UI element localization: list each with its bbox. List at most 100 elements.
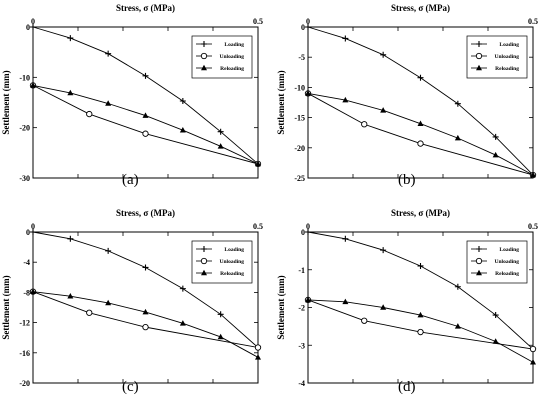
reloading-point xyxy=(492,151,499,158)
loading-point xyxy=(305,24,311,30)
unloading-point xyxy=(417,328,424,336)
loading-point xyxy=(179,97,186,104)
y-tick-label: -20 xyxy=(19,379,30,388)
legend-label-loading: Loading xyxy=(224,42,244,48)
panel-caption-a: (a) xyxy=(122,172,139,188)
legend-label-reloading: Reloading xyxy=(495,271,519,277)
reloading-point xyxy=(255,354,261,360)
series-reloading xyxy=(305,296,536,365)
loading-point xyxy=(67,235,74,242)
series-loading xyxy=(30,24,261,167)
series-line-unloading xyxy=(32,291,259,348)
legend-marker-loading xyxy=(476,41,482,47)
y-axis-title: Settlement (mm) xyxy=(1,70,11,134)
x-tick-label: 0 xyxy=(31,17,35,26)
reloading-point xyxy=(255,160,261,167)
reloading-point xyxy=(417,311,424,318)
y-tick-label: 0 xyxy=(301,228,305,237)
reloading-point xyxy=(142,308,149,315)
reloading-point xyxy=(454,134,461,141)
series-line-unloading xyxy=(307,299,534,350)
legend-label-reloading: Reloading xyxy=(220,66,244,72)
y-tick-label: -20 xyxy=(294,144,305,153)
chart-panel-a: Stress, σ (MPa) Settlement (mm) 0 0.5 0 -10 -2… xyxy=(1,3,263,183)
chart-panel-b: Stress, σ (MPa) Settlement (mm) 0 0.5 0 -5 -10… xyxy=(276,3,538,183)
loading-point xyxy=(342,235,349,242)
legend-label-reloading: Reloading xyxy=(495,66,519,72)
legend: Loading Unloading Reloading xyxy=(191,35,253,79)
loading-point xyxy=(492,133,499,140)
loading-point xyxy=(217,128,224,135)
panel-caption-b: (b) xyxy=(398,172,416,188)
reloading-point xyxy=(305,296,311,303)
series-line-reloading xyxy=(32,84,259,165)
y-tick-label: -2 xyxy=(298,304,305,313)
x-tick-label: 0 xyxy=(306,222,310,231)
y-tick-label: 0 xyxy=(26,23,30,32)
legend: Loading Unloading Reloading xyxy=(191,240,253,284)
legend-marker-reloading xyxy=(201,269,207,276)
legend-marker-unloading xyxy=(475,52,483,60)
reloading-point xyxy=(492,338,499,344)
series-line-unloading xyxy=(307,93,534,176)
series-unloading xyxy=(304,296,537,353)
legend-marker-reloading xyxy=(201,64,207,71)
y-tick-label: -16 xyxy=(19,349,30,358)
unloading-point xyxy=(142,323,149,331)
series-unloading xyxy=(29,82,262,168)
reloading-point xyxy=(530,359,536,365)
reloading-point xyxy=(530,171,536,178)
loading-point xyxy=(105,50,112,57)
reloading-point xyxy=(179,126,186,133)
unloading-point xyxy=(361,317,368,324)
series-reloading xyxy=(305,90,536,178)
loading-point xyxy=(342,35,349,42)
y-axis-title: Settlement (mm) xyxy=(276,275,286,339)
unloading-point xyxy=(86,110,93,118)
loading-point xyxy=(492,312,499,319)
chart-panel-c: Stress, σ (MPa) Settlement (mm) 0 0.5 0 -4 -8 -… xyxy=(1,208,263,388)
y-axis-title: Settlement (mm) xyxy=(276,70,286,134)
reloading-point xyxy=(342,298,349,305)
unloading-point xyxy=(254,344,262,351)
x-axis-title: Stress, σ (MPa) xyxy=(116,3,175,13)
unloading-point xyxy=(417,140,424,147)
y-tick-label: -1 xyxy=(298,266,305,275)
y-tick-label: -25 xyxy=(294,174,305,183)
series-unloading xyxy=(304,90,537,179)
legend-label-reloading: Reloading xyxy=(220,271,244,277)
legend-label-unloading: Unloading xyxy=(220,54,245,60)
series-reloading xyxy=(30,82,261,167)
loading-point xyxy=(417,262,424,269)
legend-marker-unloading xyxy=(200,52,208,60)
x-axis-title: Stress, σ (MPa) xyxy=(391,208,450,218)
x-axis-title: Stress, σ (MPa) xyxy=(116,208,175,218)
x-tick-label: 0.5 xyxy=(253,222,263,231)
loading-point xyxy=(105,247,112,254)
legend-marker-reloading xyxy=(476,269,482,276)
y-tick-label: -5 xyxy=(298,53,305,62)
series-line-unloading xyxy=(32,84,259,165)
series-reloading xyxy=(30,288,261,360)
y-tick-label: -4 xyxy=(298,379,305,388)
chart-panel-d: Stress, σ (MPa) Settlement (mm) 0 0.5 0 -1 -2 -… xyxy=(276,208,538,388)
legend-marker-loading xyxy=(476,246,482,252)
plot-frame xyxy=(32,26,259,179)
panel-caption-d: (d) xyxy=(398,379,416,395)
unloading-point xyxy=(86,309,93,316)
y-tick-label: -12 xyxy=(19,319,30,328)
loading-point xyxy=(67,35,74,42)
loading-point xyxy=(30,24,36,30)
reloading-point xyxy=(380,304,387,310)
y-tick-label: -30 xyxy=(19,174,30,183)
loading-point xyxy=(380,247,387,254)
reloading-point xyxy=(380,107,387,113)
x-tick-label: 0.5 xyxy=(253,17,263,26)
reloading-point xyxy=(67,89,74,96)
reloading-point xyxy=(305,90,311,96)
y-tick-label: -10 xyxy=(294,83,305,92)
y-tick-label: -3 xyxy=(298,341,305,350)
plot-frame xyxy=(307,26,534,179)
loading-point xyxy=(142,72,149,79)
